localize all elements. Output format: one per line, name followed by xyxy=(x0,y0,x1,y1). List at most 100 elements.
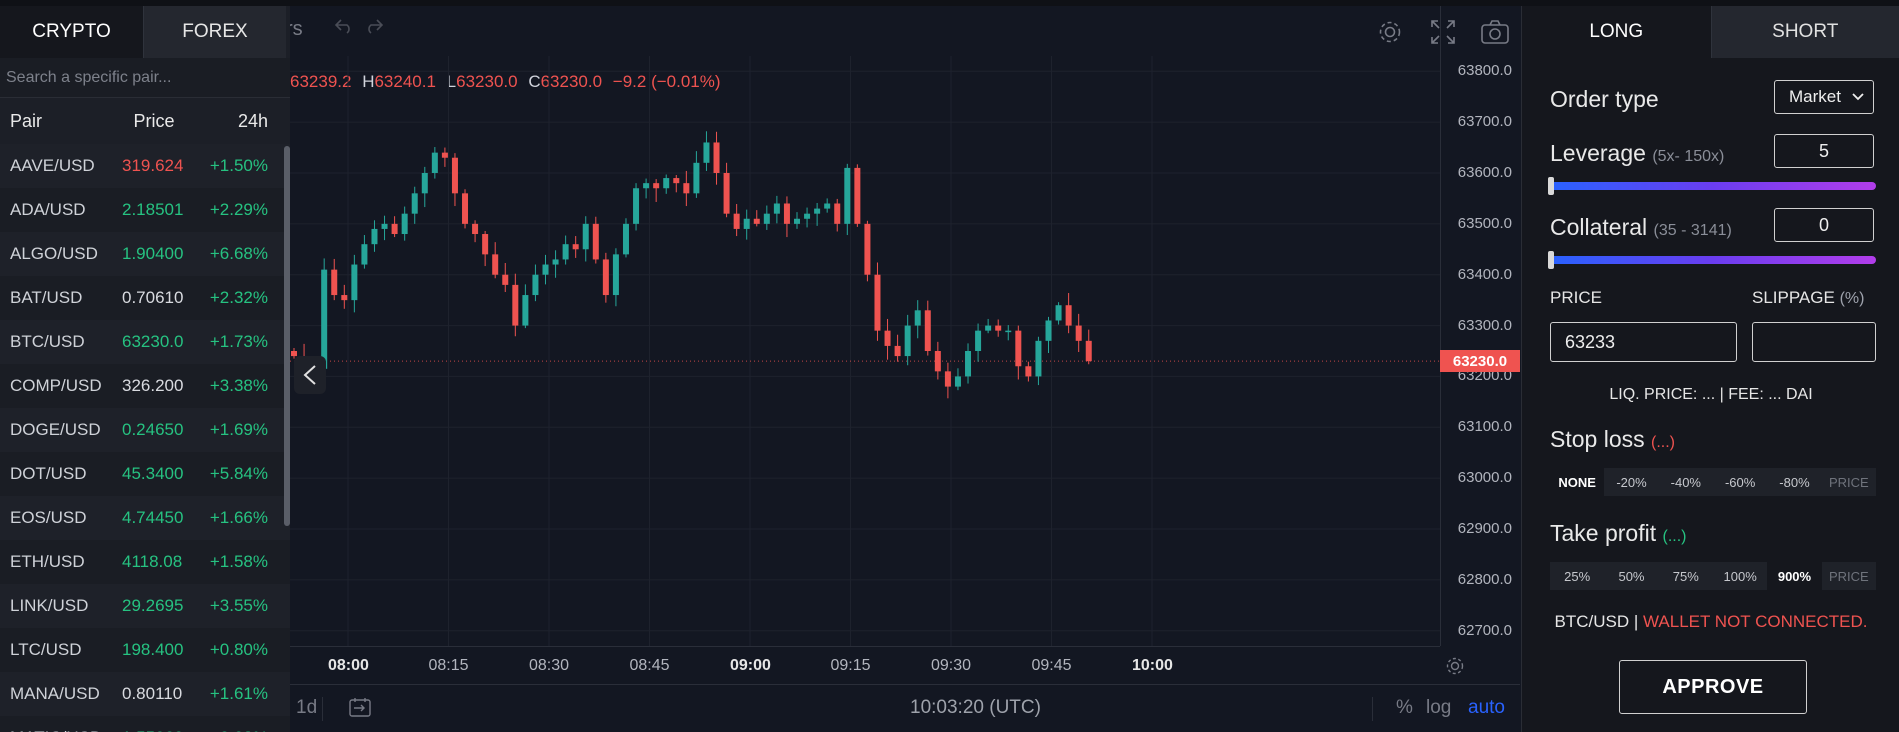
stop-loss-option[interactable]: -80% xyxy=(1779,474,1810,490)
chart-area[interactable]: rs 63239.2 H63240.1 L63230.0 C63230.0 −9… xyxy=(262,6,1520,732)
toolbar-indicators-label[interactable]: rs xyxy=(286,18,303,40)
stop-loss-option[interactable]: NONE xyxy=(1550,468,1605,496)
leverage-slider-handle[interactable] xyxy=(1548,177,1554,195)
pair-list-scroll-thumb[interactable] xyxy=(284,146,290,526)
take-profit-option[interactable]: PRICE xyxy=(1828,568,1869,584)
candle xyxy=(1015,325,1022,380)
log-scale-toggle[interactable]: log xyxy=(1426,697,1452,718)
approve-button[interactable]: APPROVE xyxy=(1619,660,1807,714)
wallet-status: BTC/USD | WALLET NOT CONNECTED. xyxy=(1522,612,1899,632)
collateral-slider[interactable] xyxy=(1548,251,1876,269)
pair-row[interactable]: BTC/USD 63230.0 +1.73% xyxy=(0,320,290,364)
candle xyxy=(502,263,509,292)
pair-24h-change: +2.29% xyxy=(209,200,268,219)
take-profit-option[interactable]: 25% xyxy=(1564,568,1591,584)
top-strip xyxy=(0,0,1899,6)
take-profit-option[interactable]: 100% xyxy=(1723,568,1757,584)
tab-short[interactable]: SHORT xyxy=(1710,6,1899,58)
pair-list-scrollbar[interactable] xyxy=(284,146,290,526)
camera-icon[interactable] xyxy=(1480,18,1510,52)
candle-body xyxy=(1065,305,1072,326)
axis-settings-icon[interactable] xyxy=(1444,655,1466,682)
pair-row[interactable]: ADA/USD 2.18501 +2.29% xyxy=(0,188,290,232)
candle-body xyxy=(1055,305,1062,321)
pair-24h-change: +2.32% xyxy=(209,288,268,307)
stop-loss-option[interactable]: -20% xyxy=(1616,474,1647,490)
candle xyxy=(884,318,891,360)
candle xyxy=(1005,325,1012,341)
pair-row[interactable]: ALGO/USD 1.90400 +6.68% xyxy=(0,232,290,276)
tab-forex[interactable]: FOREX xyxy=(143,6,286,58)
pair-row[interactable]: DOGE/USD 0.24650 +1.69% xyxy=(0,408,290,452)
pair-24h-change: +3.38% xyxy=(209,376,268,395)
pair-row[interactable]: MANA/USD 0.80110 +1.61% xyxy=(0,672,290,716)
pair-price: 319.624 xyxy=(122,156,184,175)
pair-price: 4118.08 xyxy=(122,552,183,571)
settings-gear-icon[interactable] xyxy=(1376,18,1404,52)
time-tick-label: 08:45 xyxy=(629,657,670,674)
pair-name: ADA/USD xyxy=(10,200,86,219)
range-1d-button[interactable]: 1d xyxy=(296,697,318,718)
candle-body xyxy=(462,193,469,224)
fullscreen-icon[interactable] xyxy=(1430,19,1456,51)
pair-row[interactable]: LTC/USD 198.400 +0.80% xyxy=(0,628,290,672)
undo-icon[interactable] xyxy=(334,18,354,39)
collateral-input[interactable]: 0 xyxy=(1774,208,1874,242)
candle-body xyxy=(411,193,418,214)
candle-body xyxy=(814,208,821,214)
take-profit-option[interactable]: 900% xyxy=(1767,562,1822,590)
percent-scale-toggle[interactable]: % xyxy=(1396,697,1413,718)
pair-row[interactable]: BAT/USD 0.70610 +2.32% xyxy=(0,276,290,320)
order-type-select[interactable]: Market xyxy=(1774,80,1874,114)
time-axis[interactable]: 08:00 08:15 08:30 08:45 09:00 09:15 09:30 09:45… xyxy=(290,646,1464,684)
slippage-input[interactable] xyxy=(1752,322,1876,362)
stop-loss-option[interactable]: -40% xyxy=(1670,474,1701,490)
take-profit-option[interactable]: 50% xyxy=(1618,568,1645,584)
candle xyxy=(341,284,348,309)
collateral-label-group: Collateral (35 - 3141) xyxy=(1550,214,1732,241)
pair-row[interactable]: COMP/USD 326.200 +3.38% xyxy=(0,364,290,408)
price-input[interactable]: 63233 xyxy=(1550,322,1737,362)
collateral-slider-handle[interactable] xyxy=(1548,251,1554,269)
collapse-panel-button[interactable] xyxy=(294,356,326,394)
order-panel: LONG SHORT Order type Market Leverage (5… xyxy=(1521,6,1899,732)
go-to-date-icon[interactable] xyxy=(348,696,372,724)
take-profit-option[interactable]: 75% xyxy=(1672,568,1699,584)
pair-row[interactable]: DOT/USD 45.3400 +5.84% xyxy=(0,452,290,496)
stop-loss-options: NONE -20% -40% -60% -80% PRICE xyxy=(1550,468,1876,496)
tab-crypto[interactable]: CRYPTO xyxy=(0,6,143,58)
stop-loss-option[interactable]: PRICE xyxy=(1828,474,1869,490)
leverage-input[interactable]: 5 xyxy=(1774,134,1874,168)
tab-long[interactable]: LONG xyxy=(1522,6,1711,58)
candle-body xyxy=(341,295,348,301)
leverage-slider[interactable] xyxy=(1548,177,1876,195)
order-type-value: Market xyxy=(1789,87,1841,106)
candle-body xyxy=(291,351,297,357)
candle-body xyxy=(874,274,881,331)
current-price-label: 63230.0 xyxy=(1440,350,1520,373)
header-pair[interactable]: Pair xyxy=(10,110,43,131)
slippage-label-group: SLIPPAGE (%) xyxy=(1752,288,1864,308)
auto-scale-toggle[interactable]: auto xyxy=(1468,697,1505,718)
pair-row[interactable]: LINK/USD 29.2695 +3.55% xyxy=(0,584,290,628)
candle xyxy=(934,341,941,380)
candle-body xyxy=(854,167,861,224)
pair-row[interactable]: ETH/USD 4118.08 +1.58% xyxy=(0,540,290,584)
header-price[interactable]: Price xyxy=(133,110,175,131)
pair-row[interactable]: EOS/USD 4.74450 +1.66% xyxy=(0,496,290,540)
pair-row[interactable]: AAVE/USD 319.624 +1.50% xyxy=(0,144,290,188)
redo-icon[interactable] xyxy=(364,18,384,39)
stop-loss-option[interactable]: -60% xyxy=(1724,474,1756,490)
pair-price: 4.74450 xyxy=(122,508,184,527)
candle xyxy=(864,220,871,282)
candlestick-plot[interactable] xyxy=(290,6,1440,646)
utc-clock[interactable]: 10:03:20 (UTC) xyxy=(910,697,1041,718)
candle xyxy=(713,131,720,185)
pair-search-input[interactable]: Search a specific pair... xyxy=(0,58,290,98)
candle-body xyxy=(985,325,992,331)
pair-name: COMP/USD xyxy=(10,376,102,395)
price-axis[interactable]: 63800.0 63700.0 63600.0 63500.0 63400.0 63300… xyxy=(1440,6,1520,646)
candle xyxy=(532,264,539,302)
header-24h[interactable]: 24h xyxy=(237,110,268,131)
